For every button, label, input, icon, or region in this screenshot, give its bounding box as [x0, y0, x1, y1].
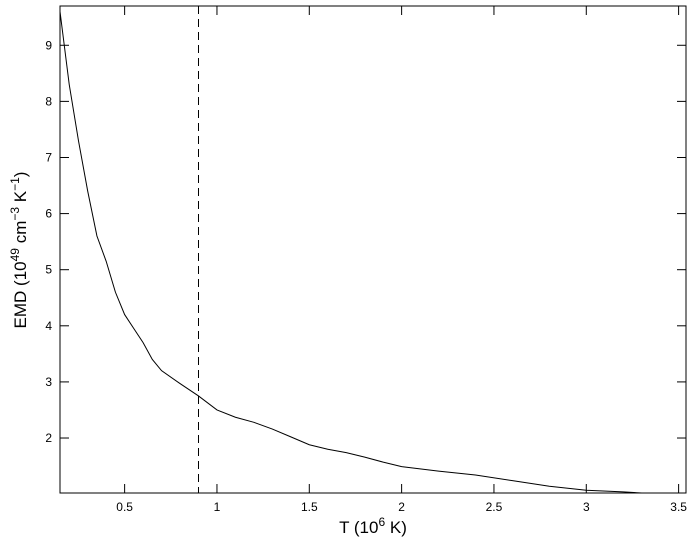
y-tick-label: 7	[45, 150, 52, 164]
superscript: −1	[8, 177, 22, 191]
label-part: K	[11, 190, 30, 207]
plot-frame	[59, 5, 687, 494]
label-part: EMD (10	[11, 261, 30, 328]
y-tick-label: 5	[45, 263, 52, 277]
superscript: 49	[8, 248, 22, 262]
label-part: )	[11, 172, 30, 178]
label-part: cm	[11, 221, 30, 248]
label-part: T (10	[339, 518, 378, 537]
y-axis-label: EMD (1049 cm−3 K−1)	[8, 172, 30, 329]
x-tick-label: 2	[398, 500, 405, 514]
data-line	[59, 11, 642, 494]
x-tick-label: 2.5	[486, 500, 503, 514]
superscript: −3	[8, 207, 22, 221]
y-tick-label: 2	[45, 431, 52, 445]
y-tick-label: 8	[45, 94, 52, 108]
x-tick-label: 3.5	[670, 500, 687, 514]
y-tick-label: 9	[45, 38, 52, 52]
x-axis-label: T (106 K)	[339, 515, 407, 537]
y-tick-label: 4	[45, 319, 52, 333]
x-tick-label: 1.5	[301, 500, 318, 514]
x-tick-label: 3	[583, 500, 590, 514]
x-tick-label: 1	[214, 500, 221, 514]
label-part: K)	[385, 518, 407, 537]
x-tick-label: 0.5	[116, 500, 133, 514]
y-tick-label: 6	[45, 207, 52, 221]
superscript: 6	[378, 515, 385, 529]
y-tick-label: 3	[45, 375, 52, 389]
